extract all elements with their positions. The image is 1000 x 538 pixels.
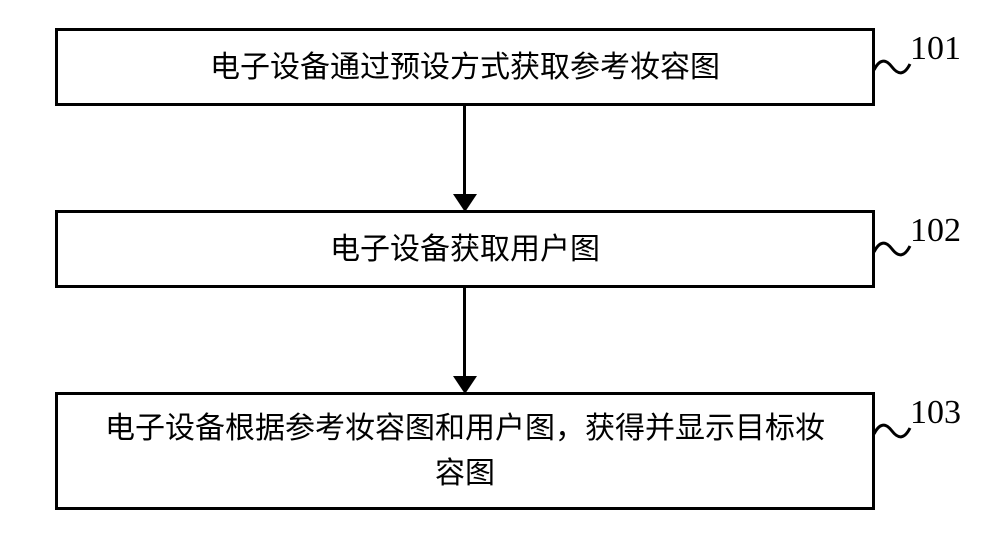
flow-node-3: 电子设备根据参考妆容图和用户图，获得并显示目标妆容图	[55, 392, 875, 510]
step-label-103: 103	[910, 394, 961, 432]
flow-node-2-text: 电子设备获取用户图	[330, 227, 600, 272]
edge-1-head	[453, 194, 477, 212]
flow-node-1-text: 电子设备通过预设方式获取参考妆容图	[210, 45, 720, 90]
connector-1	[872, 50, 912, 84]
step-label-102: 102	[910, 212, 961, 250]
flowchart-canvas: 电子设备通过预设方式获取参考妆容图 电子设备获取用户图 电子设备根据参考妆容图和…	[0, 0, 1000, 538]
edge-2-head	[453, 376, 477, 394]
connector-2	[872, 232, 912, 266]
flow-node-3-text: 电子设备根据参考妆容图和用户图，获得并显示目标妆容图	[100, 406, 830, 496]
edge-2-line	[463, 288, 466, 380]
connector-3	[872, 414, 912, 448]
flow-node-1: 电子设备通过预设方式获取参考妆容图	[55, 28, 875, 106]
flow-node-2: 电子设备获取用户图	[55, 210, 875, 288]
edge-1-line	[463, 106, 466, 198]
step-label-101: 101	[910, 30, 961, 68]
